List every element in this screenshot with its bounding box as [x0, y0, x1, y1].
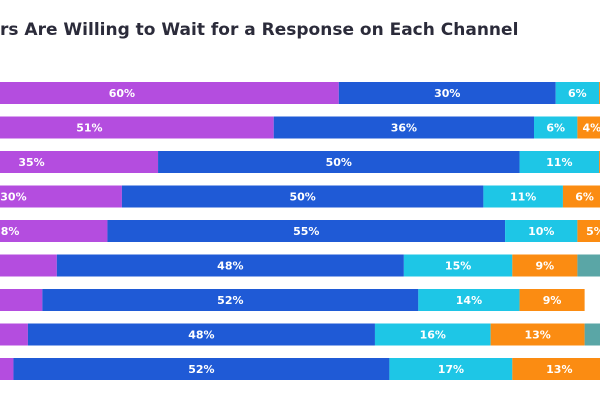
bar-segment: [512, 358, 600, 380]
bar-segment: [338, 82, 556, 104]
bar-segment: [577, 116, 600, 139]
bar-segment: [158, 151, 520, 173]
bar-segment: [121, 185, 484, 208]
data-label: 55%: [293, 225, 319, 238]
data-label: 5%: [586, 225, 600, 238]
data-label: 48%: [217, 260, 243, 273]
bar-segment: [0, 358, 14, 380]
bar-segment: [107, 220, 506, 242]
data-label: 28%: [0, 225, 19, 238]
bar-segment: [13, 358, 390, 380]
data-label: 50%: [289, 191, 315, 204]
data-label: 13%: [524, 329, 550, 342]
data-label: 52%: [217, 294, 243, 307]
data-label: 30%: [0, 191, 26, 204]
bar-segment: [490, 323, 585, 346]
bar-segment: [0, 323, 28, 346]
bar-segment: [42, 289, 419, 311]
bar-segment: [418, 289, 520, 311]
bar-segment: [56, 254, 404, 277]
bar-segment: [483, 185, 563, 208]
data-label: 35%: [18, 156, 44, 169]
data-label: 51%: [76, 122, 102, 135]
bar-segment: [389, 358, 513, 380]
bar-segment: [0, 185, 122, 208]
bar-segment: [505, 220, 578, 242]
data-label: 52%: [188, 363, 214, 376]
data-label: 50%: [326, 156, 352, 169]
bar-segment: [519, 151, 600, 173]
bar-segment: [577, 254, 600, 277]
data-label: 11%: [546, 156, 572, 169]
data-label: 17%: [438, 363, 464, 376]
data-label: 6%: [568, 87, 587, 100]
data-label: 15%: [445, 260, 471, 273]
chart-title: rs Are Willing to Wait for a Response on…: [0, 20, 518, 40]
data-label: 16%: [420, 329, 446, 342]
data-label: 11%: [510, 191, 536, 204]
data-label: 48%: [188, 329, 214, 342]
bar-segment: [562, 185, 600, 208]
bar-segment: [519, 289, 585, 311]
bar-segment: [0, 151, 159, 173]
data-label: 10%: [528, 225, 554, 238]
data-label: 36%: [391, 122, 417, 135]
bar-segment: [555, 82, 600, 104]
data-label: 6%: [575, 191, 594, 204]
bar-segment: [512, 254, 578, 277]
bar-segment: [577, 220, 600, 242]
data-label: 60%: [109, 87, 135, 100]
bar-segment: [534, 116, 578, 139]
bar-segment: [0, 289, 43, 311]
bar-segment: [27, 323, 375, 346]
data-label: 6%: [546, 122, 565, 135]
data-label: 4%: [583, 122, 600, 135]
data-label: 9%: [536, 260, 555, 273]
bar-segment: [273, 116, 535, 139]
bar-segment: [584, 323, 600, 346]
bar-segment: [0, 116, 274, 139]
data-label: 14%: [456, 294, 482, 307]
data-label: 30%: [434, 87, 460, 100]
bar-segment: [0, 82, 339, 104]
data-label: 9%: [543, 294, 562, 307]
bar-segment: [374, 323, 491, 346]
bar-segment: [0, 254, 57, 277]
bar-segment: [403, 254, 513, 277]
data-label: 13%: [546, 363, 572, 376]
bar-segment: [0, 220, 108, 242]
